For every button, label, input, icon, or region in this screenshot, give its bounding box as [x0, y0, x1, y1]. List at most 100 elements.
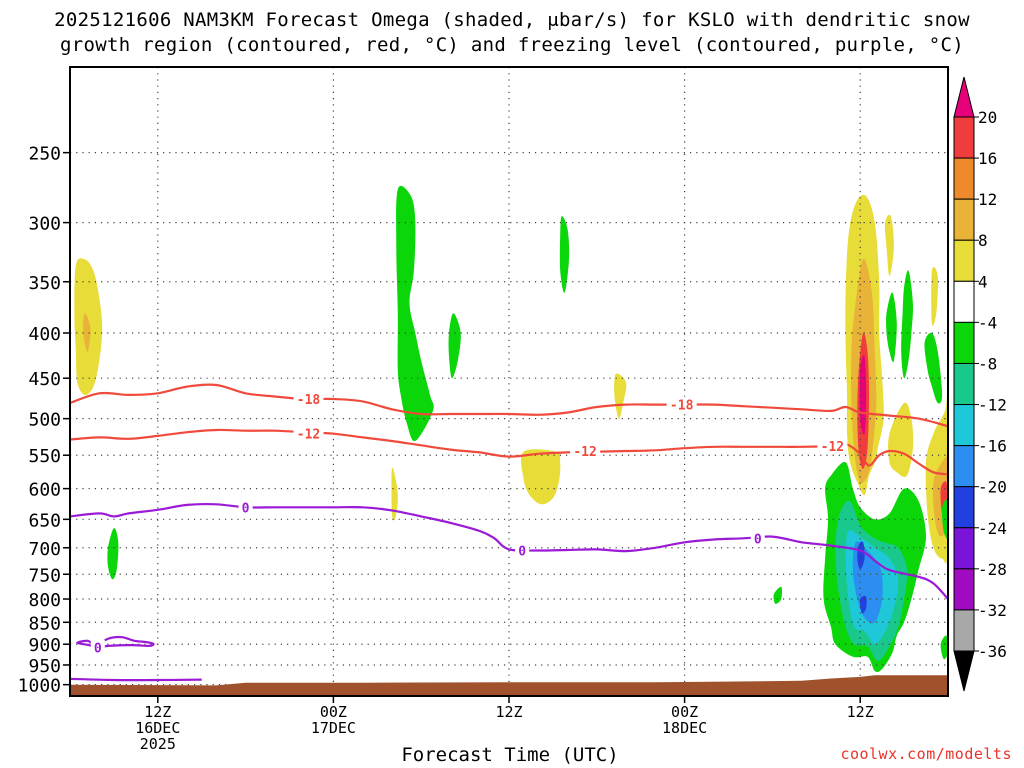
- omega-region-25: [888, 402, 914, 478]
- x-tick-label-18-1: 17DEC: [311, 719, 356, 737]
- colorbar-label-3: 8: [978, 231, 988, 250]
- colorbar-label-1: 16: [978, 149, 997, 168]
- colorbar-bin-3: [953, 239, 975, 282]
- y-tick-label-900: 900: [28, 635, 61, 656]
- y-tick-label-850: 850: [28, 613, 61, 634]
- contour-label-3-0: 0: [94, 642, 102, 657]
- y-tick-label-700: 700: [28, 539, 61, 560]
- chart-title-line-1: 2025121606 NAM3KM Forecast Omega (shaded…: [54, 9, 970, 31]
- omega-shading-layer: [74, 185, 948, 673]
- colorbar-bin-0: [953, 116, 975, 159]
- colorbar-bin-12: [953, 609, 975, 652]
- contour-label-bg-0-0: [293, 390, 324, 407]
- omega-region-13: [885, 292, 897, 363]
- colorbar-label-10: -24: [978, 519, 1007, 538]
- y-tick-label-550: 550: [28, 446, 61, 467]
- y-tick-label-350: 350: [28, 273, 61, 294]
- colorbar-bin-8: [953, 445, 975, 488]
- plot-frame: [69, 66, 949, 697]
- colorbar-label-0: 20: [978, 108, 997, 127]
- contour-label-bg-0-1: [666, 396, 697, 413]
- contour-label-bg-1-2: [817, 438, 848, 455]
- colorbar-bin-7: [953, 404, 975, 447]
- y-tick-label-1000: 1000: [18, 676, 61, 697]
- contour-layer: -18 -18 -12 -12 -12 0 0 0 0: [70, 383, 948, 682]
- contour-label-1-1: -12: [573, 445, 596, 460]
- y-tick-label-300: 300: [28, 214, 61, 235]
- x-tick-label-6-2: 2025: [140, 735, 176, 753]
- y-tick-label-600: 600: [28, 480, 61, 501]
- colorbar-label-12: -32: [978, 601, 1007, 620]
- omega-region-21: [931, 267, 939, 326]
- colorbar-bin-11: [953, 568, 975, 611]
- contour-label-1-2: -12: [821, 440, 844, 455]
- colorbar-bin-2: [953, 198, 975, 241]
- contour-line-2: [70, 502, 948, 600]
- colorbar: 20 16 12 8 4 -4 -8 -12 -16 -20 -24 -28 -32 -36: [953, 76, 1007, 692]
- omega-region-30: [940, 635, 948, 660]
- x-tick-label-18-0: 00Z: [320, 703, 347, 721]
- credit-link[interactable]: coolwx.com/modelts: [840, 745, 1012, 763]
- contour-label-bg-2-2: [750, 530, 765, 547]
- omega-region-5: [448, 313, 461, 379]
- y-tick-label-800: 800: [28, 590, 61, 611]
- colorbar-bin-6: [953, 362, 975, 406]
- x-tick-label-42-1: 18DEC: [662, 719, 707, 737]
- y-tick-label-500: 500: [28, 410, 61, 431]
- omega-region-2: [107, 528, 119, 580]
- contour-label-2-0: 0: [242, 501, 250, 516]
- colorbar-label-8: -16: [978, 437, 1007, 456]
- x-tick-label-42-0: 00Z: [671, 703, 698, 721]
- y-tick-label-950: 950: [28, 656, 61, 677]
- contour-label-1-0: -12: [297, 428, 320, 443]
- colorbar-bin-9: [953, 486, 975, 529]
- contour-line-0: [70, 383, 948, 428]
- omega-region-9: [773, 586, 783, 604]
- contour-label-0-1: -18: [670, 399, 694, 414]
- colorbar-label-2: 12: [978, 190, 997, 209]
- colorbar-bottom-arrow: [953, 650, 975, 692]
- colorbar-bin-1: [953, 157, 975, 200]
- contour-label-2-1: 0: [518, 545, 526, 560]
- omega-region-7: [559, 216, 570, 293]
- colorbar-label-5: -4: [978, 313, 997, 332]
- colorbar-bin-4: [953, 280, 975, 323]
- x-tick-label-30-0: 12Z: [495, 703, 522, 721]
- contour-label-bg-2-0: [238, 499, 253, 516]
- contour-label-2-2: 0: [754, 532, 762, 547]
- colorbar-label-9: -20: [978, 478, 1007, 497]
- colorbar-label-13: -36: [978, 642, 1007, 661]
- omega-region-24: [859, 355, 867, 435]
- terrain-ground: [70, 675, 948, 696]
- x-axis-title: Forecast Time (UTC): [401, 744, 619, 766]
- chart-title-line-2: growth region (contoured, red, °C) and f…: [60, 34, 964, 56]
- grid-layer: [70, 67, 948, 696]
- omega-region-3: [391, 467, 398, 521]
- y-tick-label-250: 250: [28, 144, 61, 165]
- omega-region-11: [884, 214, 894, 277]
- colorbar-label-6: -8: [978, 354, 997, 373]
- colorbar-label-4: 4: [978, 272, 988, 291]
- contour-label-bg-1-0: [293, 425, 324, 442]
- contour-label-bg-3-0: [90, 639, 105, 656]
- omega-region-12: [901, 270, 914, 379]
- y-tick-label-400: 400: [28, 324, 61, 345]
- y-tick-label-450: 450: [28, 369, 61, 390]
- omega-region-8: [614, 373, 627, 419]
- colorbar-label-11: -28: [978, 560, 1007, 579]
- contour-label-bg-2-1: [515, 542, 530, 559]
- x-tick-label-54-0: 12Z: [847, 703, 874, 721]
- x-tick-label-6-1: 16DEC: [135, 719, 180, 737]
- omega-region-6: [521, 449, 561, 505]
- contour-label-0-0: -18: [297, 393, 321, 408]
- contour-line-4: [70, 677, 202, 682]
- omega-region-20: [924, 332, 943, 404]
- omega-region-18: [857, 541, 865, 570]
- y-tick-label-750: 750: [28, 565, 61, 586]
- omega-region-1: [83, 313, 91, 352]
- x-tick-label-6-0: 12Z: [144, 703, 171, 721]
- colorbar-bin-5: [953, 321, 975, 364]
- omega-region-4: [396, 185, 434, 442]
- y-tick-label-650: 650: [28, 510, 61, 531]
